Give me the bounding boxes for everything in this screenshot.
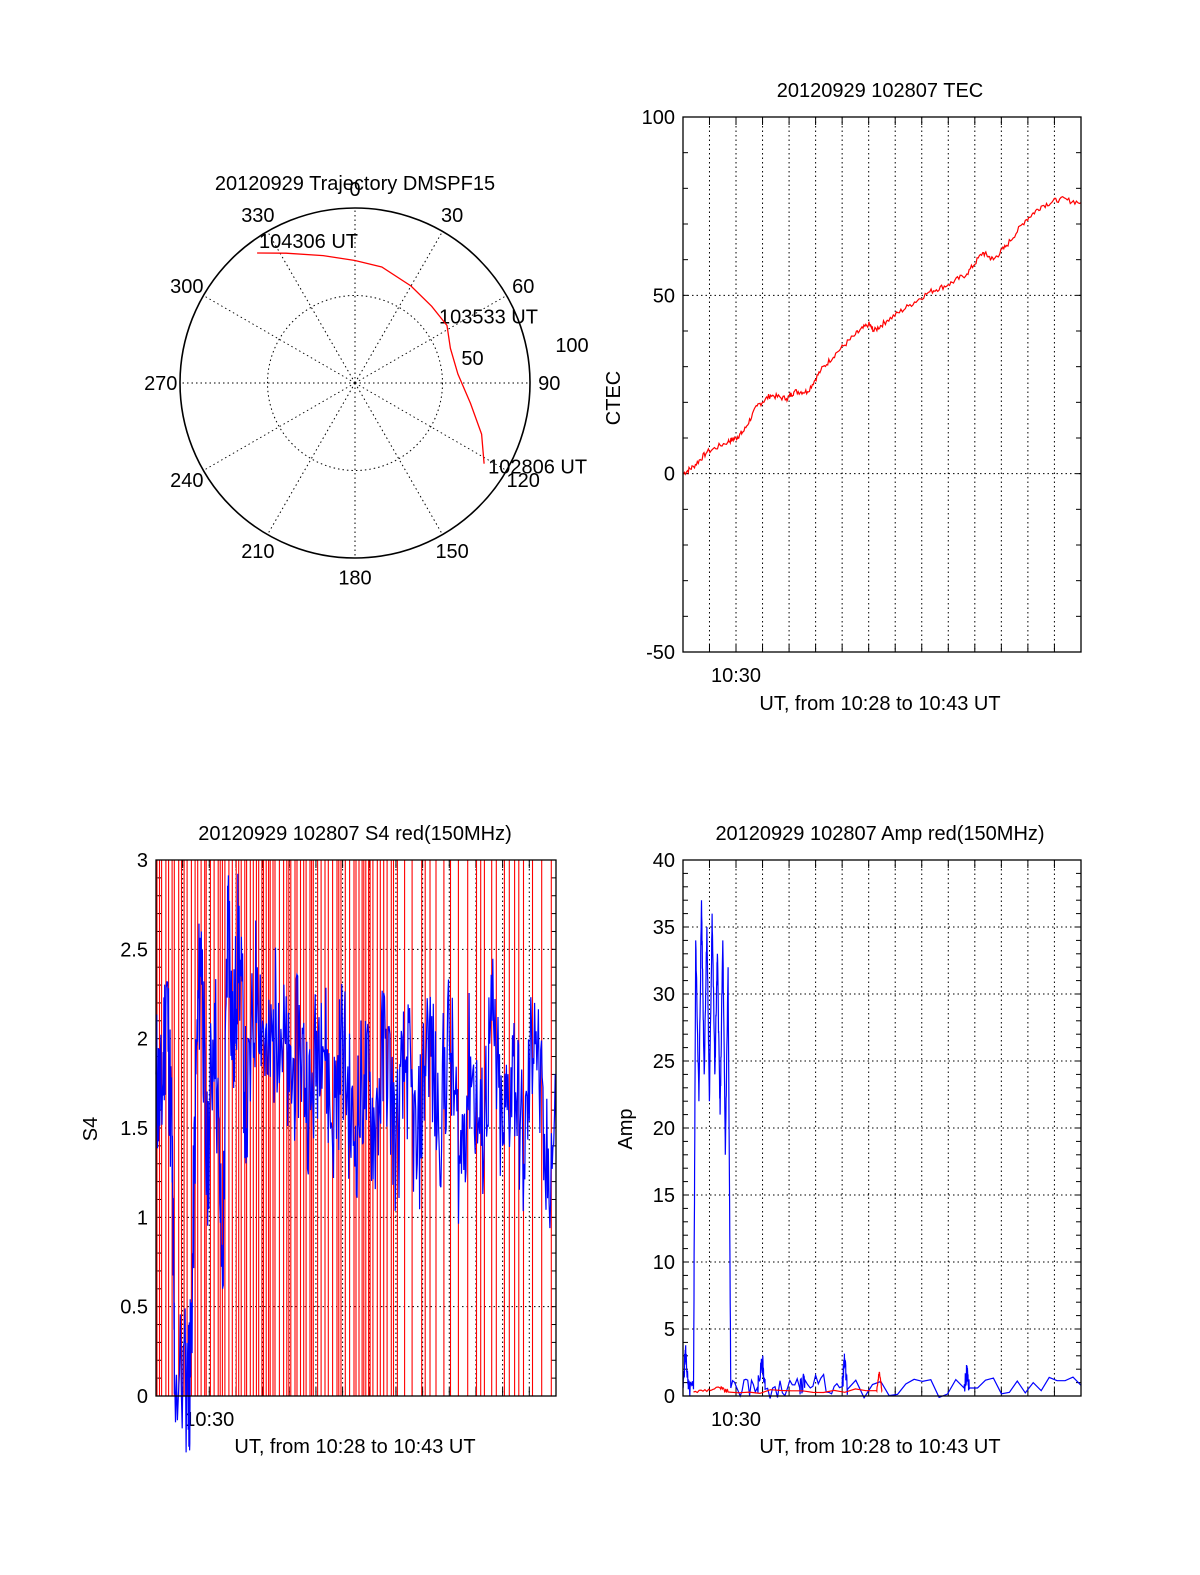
polar-outer-circle bbox=[179, 207, 531, 559]
trajectory-annotation: 103533 UT bbox=[439, 307, 538, 329]
tec-ytick-label: 50 bbox=[653, 285, 675, 307]
amp-xlabel: UT, from 10:28 to 10:43 UT bbox=[759, 1436, 1000, 1458]
s4-xtick-label: 10:30 bbox=[184, 1409, 234, 1431]
polar-title: 20120929 Trajectory DMSPF15 bbox=[215, 173, 495, 195]
tec-title: 20120929 102807 TEC bbox=[777, 80, 983, 102]
polar-azimuth-label: 240 bbox=[170, 470, 203, 492]
s4-ytick-label: 1.5 bbox=[120, 1118, 148, 1140]
polar-spoke bbox=[354, 231, 443, 384]
polar-azimuth-label: 300 bbox=[170, 276, 203, 298]
tec-ylabel: CTEC bbox=[603, 371, 625, 425]
polar-labels: 0 30 60 90 120 150 180 210 240 270 300 330 50 100 1043… bbox=[144, 179, 589, 590]
s4-ytick-label: 2.5 bbox=[120, 939, 148, 961]
amp-ytick-label: 25 bbox=[653, 1051, 675, 1073]
polar-azimuth-label: 60 bbox=[512, 276, 534, 298]
trajectory-annotation: 104306 UT bbox=[259, 231, 358, 253]
tec-series-line bbox=[682, 196, 1082, 476]
amp-ylabel: Amp bbox=[615, 1108, 637, 1149]
amp-ytick-label: 30 bbox=[653, 984, 675, 1006]
s4-plot: 20120929 102807 S4 red(150MHz) UT, from … bbox=[80, 823, 557, 1458]
amp-ytick-label: 5 bbox=[664, 1319, 675, 1341]
amp-ytick-label: 40 bbox=[653, 850, 675, 872]
polar-ring-label: 100 bbox=[555, 335, 588, 357]
tec-grid bbox=[683, 116, 1081, 653]
amp-red-series-line bbox=[693, 1371, 883, 1395]
amp-grid bbox=[683, 859, 1081, 1397]
polar-grid bbox=[179, 207, 531, 559]
amp-ytick-label: 0 bbox=[664, 1386, 675, 1408]
trajectory-line bbox=[257, 252, 485, 464]
polar-azimuth-label: 90 bbox=[538, 373, 560, 395]
amp-plot: 20120929 102807 Amp red(150MHz) UT, from… bbox=[615, 823, 1082, 1458]
polar-spoke bbox=[203, 382, 356, 471]
amp-ytick-label: 35 bbox=[653, 917, 675, 939]
s4-ytick-label: 3 bbox=[137, 850, 148, 872]
amp-ytick-label: 10 bbox=[653, 1252, 675, 1274]
polar-spoke bbox=[267, 382, 356, 535]
amp-title: 20120929 102807 Amp red(150MHz) bbox=[715, 823, 1044, 845]
s4-frame bbox=[155, 859, 557, 1397]
trajectory-polar-plot: 20120929 Trajectory DMSPF15 0 30 60 90 120 15… bbox=[144, 173, 589, 589]
amp-frame bbox=[682, 859, 1082, 1397]
tec-ytick-label: -50 bbox=[646, 642, 675, 664]
s4-ytick-label: 0.5 bbox=[120, 1297, 148, 1319]
amp-blue-series-line bbox=[682, 900, 1082, 1400]
s4-ylabel: S4 bbox=[80, 1117, 102, 1141]
polar-azimuth-label: 330 bbox=[241, 205, 274, 227]
trajectory-annotation: 102806 UT bbox=[488, 457, 587, 479]
s4-ytick-label: 2 bbox=[137, 1029, 148, 1051]
polar-ring-50 bbox=[267, 295, 443, 471]
tec-ytick-label: 0 bbox=[664, 464, 675, 486]
polar-azimuth-label: 30 bbox=[441, 205, 463, 227]
amp-ytick-label: 20 bbox=[653, 1118, 675, 1140]
polar-azimuth-label: 0 bbox=[349, 179, 360, 201]
polar-azimuth-label: 150 bbox=[435, 541, 468, 563]
polar-ring-label: 50 bbox=[461, 348, 483, 370]
amp-ytick-label: 15 bbox=[653, 1185, 675, 1207]
s4-ytick-label: 0 bbox=[137, 1386, 148, 1408]
s4-blue-series-line bbox=[155, 873, 557, 1453]
s4-title: 20120929 102807 S4 red(150MHz) bbox=[198, 823, 512, 845]
polar-trajectory bbox=[257, 252, 485, 464]
s4-ytick-label: 1 bbox=[137, 1207, 148, 1229]
tec-plot: 20120929 102807 TEC UT, from 10:28 to 10… bbox=[603, 80, 1082, 715]
s4-xlabel: UT, from 10:28 to 10:43 UT bbox=[234, 1436, 475, 1458]
polar-azimuth-label: 210 bbox=[241, 541, 274, 563]
s4-red-series bbox=[156, 860, 552, 1396]
tec-xtick-label: 10:30 bbox=[711, 665, 761, 687]
amp-xtick-label: 10:30 bbox=[711, 1409, 761, 1431]
polar-azimuth-label: 180 bbox=[338, 567, 371, 589]
polar-azimuth-label: 270 bbox=[144, 373, 177, 395]
tec-ytick-label: 100 bbox=[642, 107, 675, 129]
tec-xlabel: UT, from 10:28 to 10:43 UT bbox=[759, 693, 1000, 715]
tec-frame bbox=[682, 116, 1082, 653]
polar-azimuth-label: 120 bbox=[507, 470, 540, 492]
